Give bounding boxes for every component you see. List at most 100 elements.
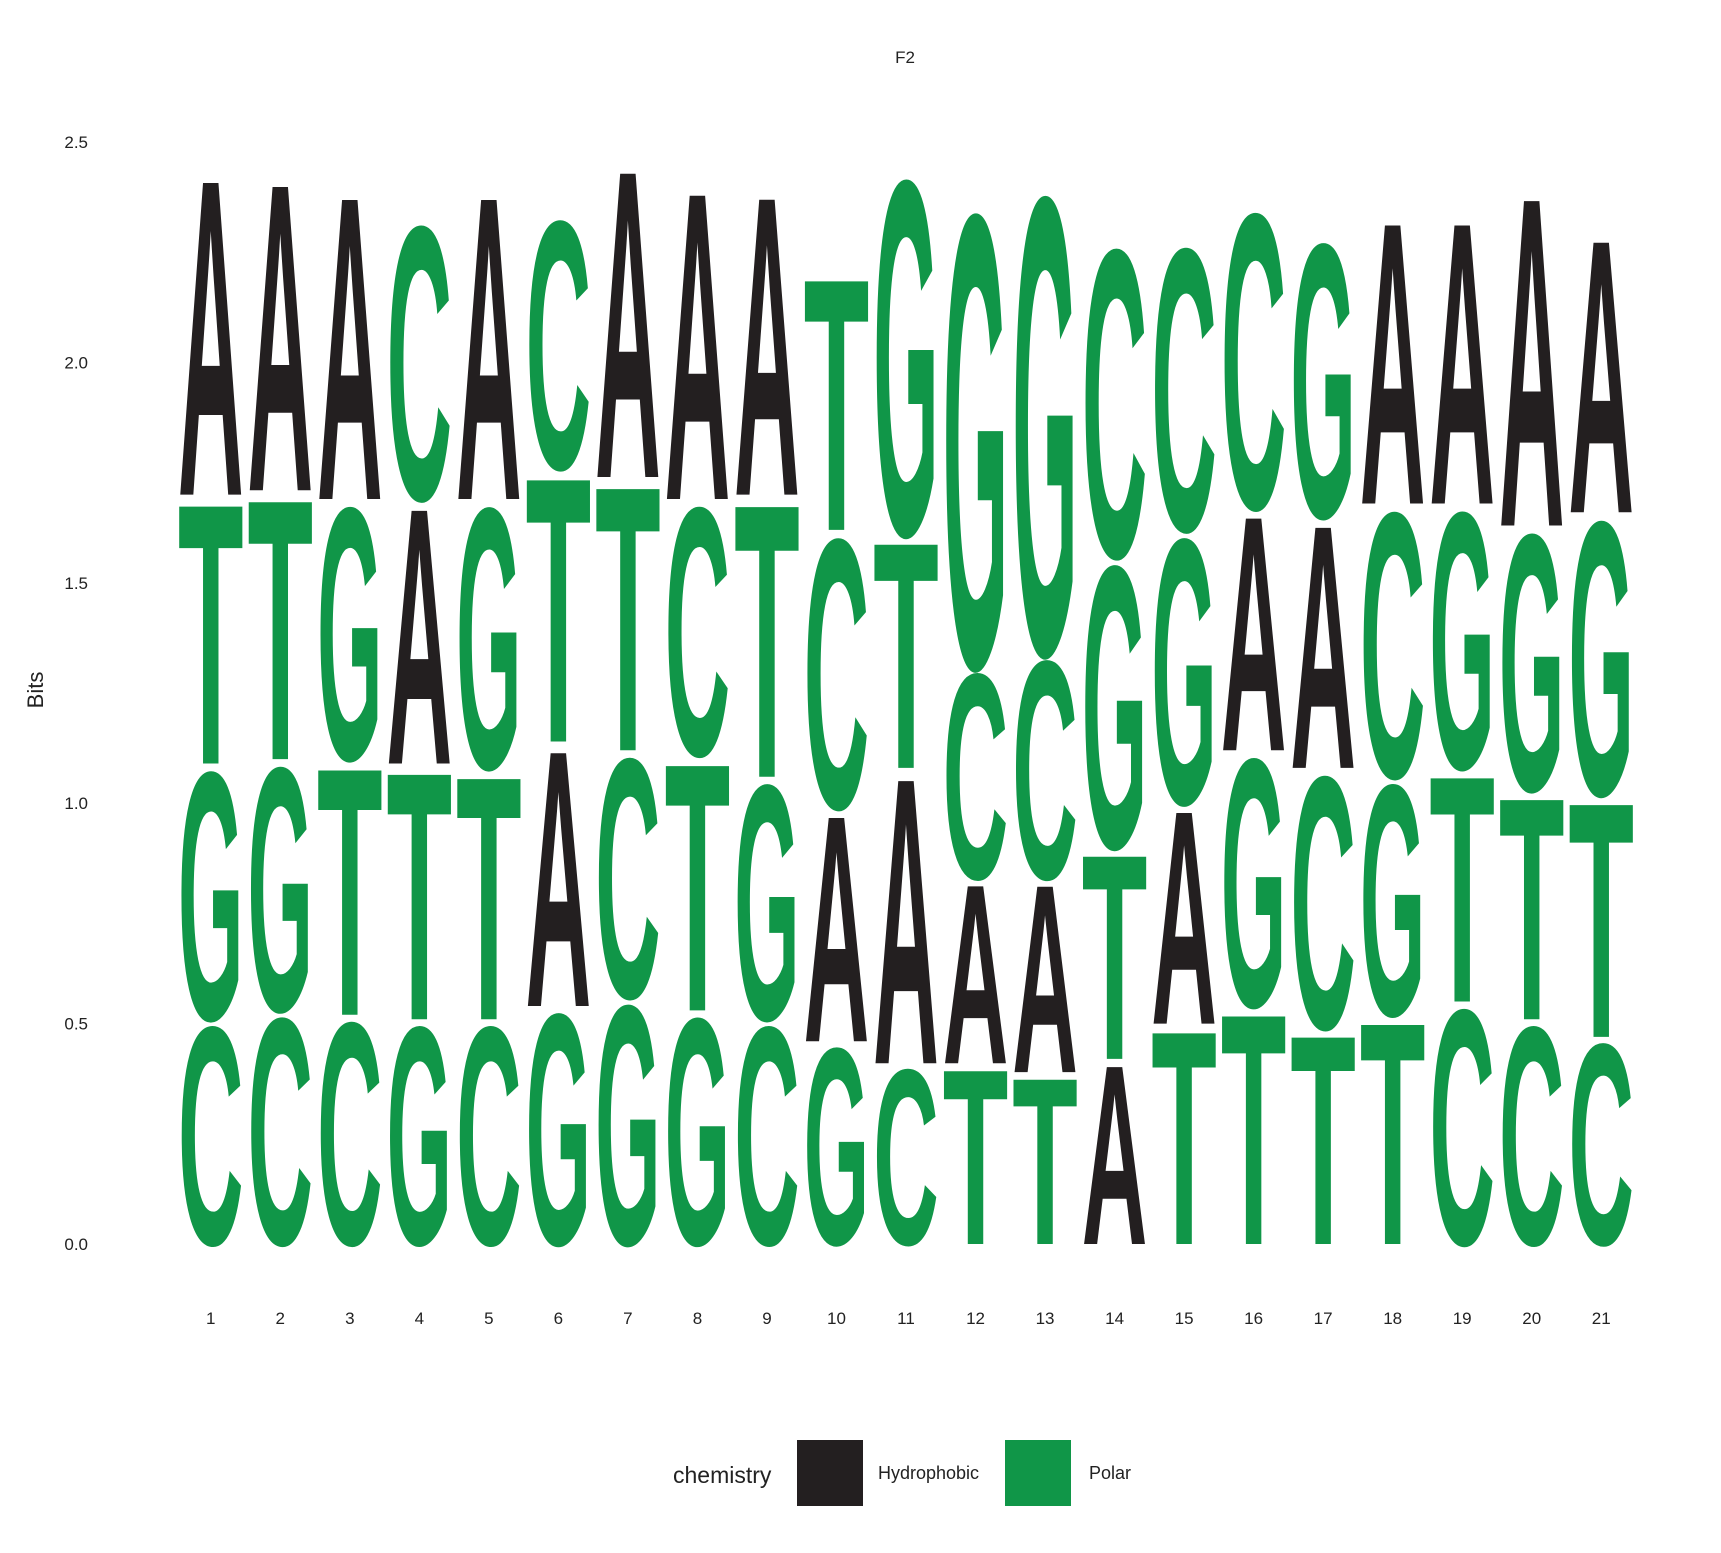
x-tick-label: 9 [762,1309,771,1328]
y-tick-label: 1.5 [64,574,88,593]
logo-letter-A: A [178,86,244,592]
logo-letter-C: C [526,146,592,543]
x-tick-label: 13 [1036,1309,1055,1328]
logo-letter-T: T [456,703,522,1094]
logo-letter-G: G [734,716,800,1092]
logo-letter-G: G [1082,482,1148,933]
logo-letter-T: T [1012,1029,1078,1296]
logo-letter-A: A [1012,828,1078,1130]
logo-letter-T: T [1221,947,1287,1316]
y-tick-label: 2.5 [64,133,88,152]
logo-letter-T: T [317,694,383,1091]
logo-letter-G: G [248,694,314,1084]
logo-letter-A: A [1429,139,1495,590]
logo-letter-G: G [178,697,244,1095]
x-tick-label: 16 [1244,1309,1263,1328]
logo-letter-G: G [1429,437,1495,846]
logo-letter-T: T [526,400,592,823]
logo-letter-A: A [1221,447,1287,823]
legend-entries: Hydrophobic Polar [797,1440,1131,1506]
logo-letter-A: A [1499,99,1565,625]
logo-letter-C: C [1499,962,1565,1311]
logo-letter-A: A [1360,139,1426,590]
logo-letter-C: C [1360,434,1426,858]
logo-letter-C: C [734,962,800,1311]
logo-letter-C: C [1290,702,1356,1105]
logo-letter-A: A [317,106,383,592]
logo-letter-G: G [1360,717,1426,1086]
legend-label: Polar [1089,1463,1131,1483]
x-tick-label: 19 [1453,1309,1472,1328]
logo-letter-T: T [1499,732,1565,1087]
logo-letter-C: C [317,956,383,1312]
logo-letter-T: T [1290,972,1356,1308]
logo-letter-G: G [387,963,453,1311]
logo-letter-T: T [1082,793,1148,1121]
logo-letter-A: A [1082,1011,1148,1299]
logo-stacks: CGTACGTACTGAGTACCTGAGATCGCTAGTCACGTAGACT… [178,60,1634,1317]
y-tick-label: 1.0 [64,794,88,813]
logo-letter-T: T [1151,966,1217,1309]
logo-letter-C: C [178,962,244,1311]
x-tick-label: 18 [1383,1309,1402,1328]
x-tick-label: 6 [554,1309,563,1328]
logo-letter-T: T [734,422,800,860]
logo-letter-C: C [1012,596,1078,945]
logo-letter-C: C [595,688,661,1071]
logo-letter-A: A [734,107,800,586]
logo-letter-A: A [526,674,592,1085]
logo-letter-C: C [1221,125,1287,598]
x-tick-label: 21 [1592,1309,1611,1328]
logo-letter-G: G [1499,459,1565,868]
logo-letter-T: T [943,1016,1009,1297]
logo-letter-T: T [1360,957,1426,1312]
logo-letter-C: C [387,146,453,583]
logo-letter-A: A [248,93,314,585]
y-axis: 0.0 0.5 1.0 1.5 2.0 2.5 [64,133,88,1254]
x-tick-label: 5 [484,1309,493,1328]
legend-swatch [797,1440,863,1506]
logo-letter-C: C [873,1017,939,1298]
logo-letter-A: A [595,79,661,571]
logo-letter-A: A [943,830,1009,1118]
logo-letter-A: A [1568,160,1634,597]
x-tick-label: 8 [693,1309,702,1328]
x-tick-label: 2 [276,1309,285,1328]
legend: chemistry Hydrophobic Polar [673,1440,1131,1506]
logo-letter-G: G [317,433,383,837]
logo-letter-C: C [665,433,731,830]
x-tick-label: 12 [966,1309,985,1328]
logo-letter-C: C [1429,941,1495,1317]
logo-letter-G: G [665,951,731,1314]
x-tick-label: 7 [623,1309,632,1328]
logo-letter-G: G [526,947,592,1316]
logo-letter-G: G [1221,684,1287,1082]
x-tick-label: 20 [1522,1309,1541,1328]
logo-letter-T: T [1429,709,1495,1072]
x-axis: 1 2 3 4 5 6 7 8 9 10 11 12 13 14 15 16 17 18 19 20 21 [206,1309,1611,1328]
logo-letter-G: G [595,934,661,1317]
logo-letter-G: G [1012,60,1078,792]
y-tick-label: 0.5 [64,1015,88,1034]
logo-letter-A: A [1151,747,1217,1089]
logo-letter-T: T [665,690,731,1087]
logo-letter-C: C [1082,159,1148,651]
logo-letter-T: T [595,409,661,832]
logo-letter-C: C [456,962,522,1311]
logo-letter-A: A [1290,453,1356,843]
x-tick-label: 14 [1105,1309,1124,1328]
